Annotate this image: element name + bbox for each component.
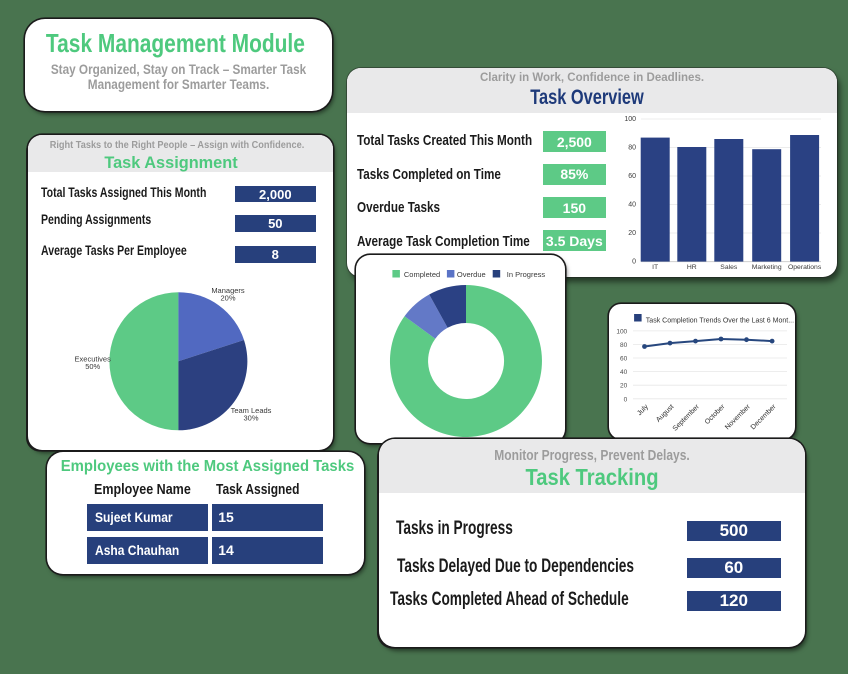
svg-text:Operations: Operations [788,264,822,271]
svg-text:0: 0 [624,396,628,403]
svg-text:Sales: Sales [720,264,738,271]
svg-text:0: 0 [632,259,636,266]
svg-text:80: 80 [628,145,636,152]
svg-text:Overdue: Overdue [457,270,486,279]
svg-text:August: August [655,403,675,423]
svg-text:60: 60 [628,173,636,180]
svg-text:Managers: Managers [211,288,245,295]
svg-text:HR: HR [687,264,697,271]
svg-text:Completed: Completed [404,270,440,279]
svg-text:Executives: Executives [75,354,112,363]
svg-text:In Progress: In Progress [507,270,546,279]
svg-text:Marketing: Marketing [752,264,782,271]
svg-text:20%: 20% [220,294,235,303]
svg-text:20: 20 [628,230,636,237]
svg-text:December: December [750,403,778,431]
svg-text:100: 100 [616,328,627,335]
svg-text:IT: IT [652,264,658,271]
svg-text:80: 80 [620,342,628,349]
svg-text:Task Completion Trends Over th: Task Completion Trends Over the Last 6 M… [646,318,794,325]
svg-text:40: 40 [628,202,636,209]
svg-text:October: October [704,403,727,426]
svg-text:40: 40 [620,369,628,376]
svg-text:100: 100 [624,116,636,123]
svg-text:Team Leads: Team Leads [231,406,272,415]
svg-text:September: September [672,403,702,433]
svg-text:November: November [724,403,752,431]
svg-text:50%: 50% [85,362,100,371]
svg-text:60: 60 [620,356,628,363]
svg-text:30%: 30% [243,414,258,423]
svg-text:July: July [636,403,650,417]
svg-text:20: 20 [620,383,628,390]
